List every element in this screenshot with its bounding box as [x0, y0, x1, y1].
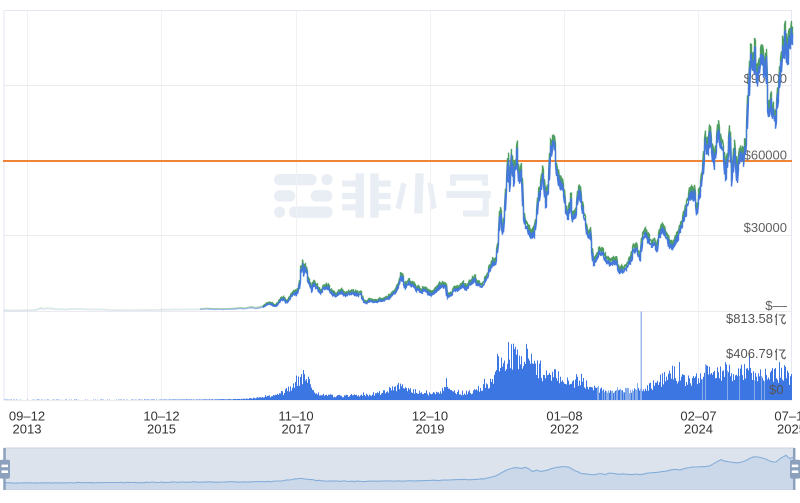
svg-text:$––: $–– [765, 298, 787, 313]
svg-text:$406.79: $406.79 [726, 346, 773, 361]
svg-text:$30000: $30000 [744, 220, 787, 235]
svg-text:$0: $0 [769, 382, 783, 397]
svg-text:$813.58: $813.58 [726, 311, 773, 326]
svg-text:07–142025: 07–142025 [774, 409, 800, 437]
svg-text:$60000: $60000 [744, 148, 787, 163]
